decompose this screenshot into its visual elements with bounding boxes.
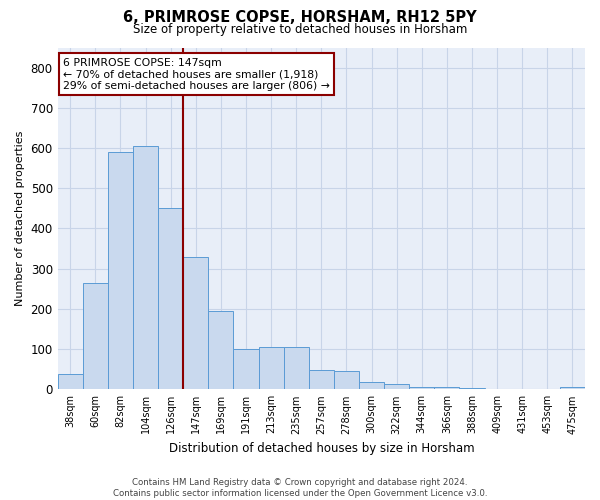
Bar bbox=[259, 347, 284, 390]
Bar bbox=[108, 152, 133, 390]
Text: Contains HM Land Registry data © Crown copyright and database right 2024.
Contai: Contains HM Land Registry data © Crown c… bbox=[113, 478, 487, 498]
Bar bbox=[233, 349, 259, 390]
Text: Size of property relative to detached houses in Horsham: Size of property relative to detached ho… bbox=[133, 22, 467, 36]
Bar bbox=[158, 208, 183, 390]
Bar bbox=[334, 371, 359, 390]
Bar bbox=[434, 388, 460, 390]
Text: 6 PRIMROSE COPSE: 147sqm
← 70% of detached houses are smaller (1,918)
29% of sem: 6 PRIMROSE COPSE: 147sqm ← 70% of detach… bbox=[63, 58, 330, 91]
Bar bbox=[58, 374, 83, 390]
Bar bbox=[460, 388, 485, 390]
Bar bbox=[284, 347, 309, 390]
Bar bbox=[133, 146, 158, 390]
Bar bbox=[560, 388, 585, 390]
X-axis label: Distribution of detached houses by size in Horsham: Distribution of detached houses by size … bbox=[169, 442, 474, 455]
Bar bbox=[309, 370, 334, 390]
Bar bbox=[384, 384, 409, 390]
Bar bbox=[409, 388, 434, 390]
Text: 6, PRIMROSE COPSE, HORSHAM, RH12 5PY: 6, PRIMROSE COPSE, HORSHAM, RH12 5PY bbox=[123, 10, 477, 25]
Bar bbox=[509, 388, 535, 390]
Y-axis label: Number of detached properties: Number of detached properties bbox=[15, 130, 25, 306]
Bar bbox=[535, 388, 560, 390]
Bar bbox=[208, 311, 233, 390]
Bar bbox=[359, 382, 384, 390]
Bar bbox=[485, 388, 509, 390]
Bar bbox=[183, 256, 208, 390]
Bar bbox=[83, 282, 108, 390]
